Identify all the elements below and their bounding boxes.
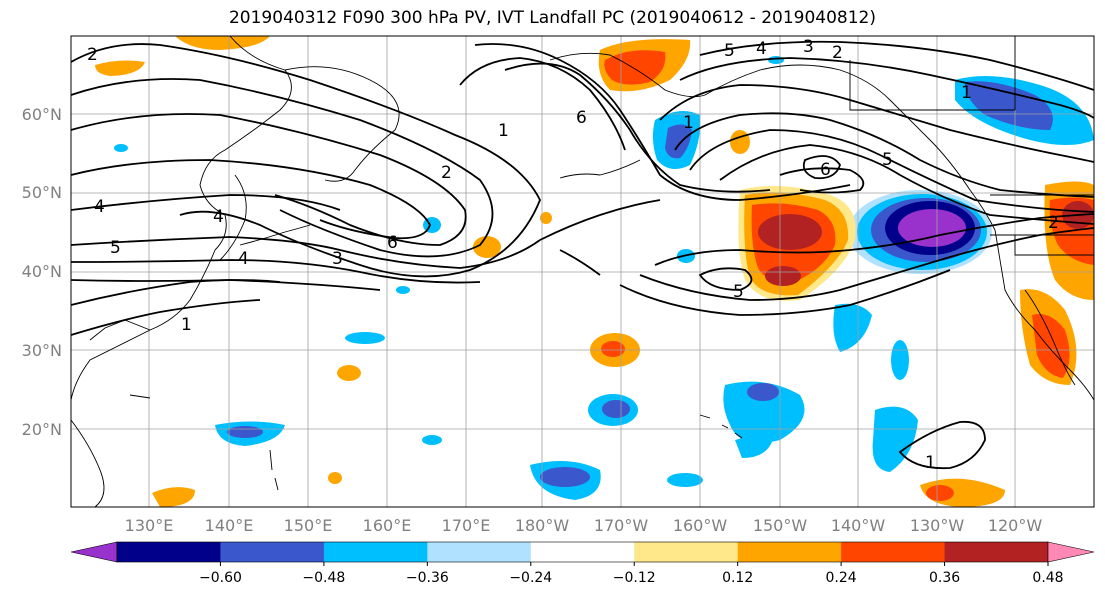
contour-label: 5 xyxy=(882,150,893,170)
colorbar-tick-label: 0.12 xyxy=(722,570,753,586)
contour-label: 3 xyxy=(803,37,814,57)
lon-label: 120°W xyxy=(988,516,1043,535)
lon-label: 160°W xyxy=(673,516,728,535)
lon-label: 130°E xyxy=(125,516,174,535)
lon-label: 140°E xyxy=(205,516,254,535)
colorbar-tick-label: −0.12 xyxy=(613,570,656,586)
lon-label: 170°W xyxy=(594,516,649,535)
negative-anomaly xyxy=(768,56,784,64)
pv-contours xyxy=(70,40,1095,470)
contour-label: 1 xyxy=(498,121,509,141)
contour-label: 1 xyxy=(683,113,694,133)
negative-anomaly xyxy=(227,426,263,438)
negative-anomaly xyxy=(422,435,442,445)
lon-label: 180°W xyxy=(515,516,570,535)
lat-label: 30°N xyxy=(22,341,62,360)
contour-label: 4 xyxy=(756,39,767,59)
colorbar-cell xyxy=(737,542,842,562)
lon-label: 170°E xyxy=(442,516,491,535)
contour-label: 4 xyxy=(238,249,249,269)
negative-anomaly xyxy=(833,303,872,352)
lon-label: 160°E xyxy=(363,516,412,535)
colorbar-cell xyxy=(220,542,325,562)
positive-anomaly xyxy=(730,130,750,154)
contour-label: 4 xyxy=(94,197,105,217)
colorbar-tick-label: −0.48 xyxy=(302,570,345,586)
negative-anomaly xyxy=(872,406,918,472)
negative-anomaly xyxy=(891,340,909,380)
figure-title: 2019040312 F090 300 hPa PV, IVT Landfall… xyxy=(228,8,876,28)
lon-label: 140°W xyxy=(831,516,886,535)
contour-label: 2 xyxy=(441,163,452,183)
lon-label: 130°W xyxy=(910,516,965,535)
colorbar-cell xyxy=(634,542,739,562)
colorbar-tick-label: −0.36 xyxy=(406,570,449,586)
contour-label: 3 xyxy=(332,249,343,269)
contour-label: 4 xyxy=(213,207,224,227)
positive-anomaly xyxy=(540,212,552,224)
lat-label: 40°N xyxy=(22,262,62,281)
negative-anomaly xyxy=(665,124,692,159)
positive-anomaly xyxy=(175,36,270,50)
positive-anomaly xyxy=(95,60,145,76)
contour-label: 1 xyxy=(181,315,192,335)
positive-anomaly xyxy=(926,485,954,501)
positive-anomaly xyxy=(601,341,625,357)
negative-anomaly xyxy=(965,81,1053,130)
colorbar-cell xyxy=(944,542,1049,562)
lat-label: 60°N xyxy=(22,105,62,124)
contour-label: 2 xyxy=(1048,213,1059,233)
negative-anomaly xyxy=(667,473,703,487)
lon-label: 150°W xyxy=(753,516,808,535)
lat-label: 50°N xyxy=(22,183,62,202)
negative-anomaly xyxy=(723,381,805,443)
lat-label: 20°N xyxy=(22,420,62,439)
colorbar: −0.60 −0.48 −0.36 −0.24 −0.12 0.12 0.24 0.36 0.4… xyxy=(70,541,1095,586)
negative-anomaly xyxy=(602,400,630,418)
positive-anomaly xyxy=(758,214,822,250)
negative-anomaly xyxy=(114,144,128,152)
negative-anomaly xyxy=(735,436,772,458)
positive-anomaly xyxy=(473,236,501,258)
colorbar-cell xyxy=(427,542,532,562)
negative-anomaly xyxy=(540,467,590,487)
contour-label: 5 xyxy=(724,41,735,61)
colorbar-extend-min xyxy=(70,541,118,563)
positive-anomaly xyxy=(152,487,195,507)
gridlines xyxy=(71,36,1094,507)
shaded-fields xyxy=(95,36,1094,507)
colorbar-cell xyxy=(841,542,946,562)
positive-anomaly xyxy=(1032,314,1070,378)
colorbar-tick-label: −0.24 xyxy=(509,570,552,586)
lon-label: 150°E xyxy=(284,516,333,535)
colorbar-cell xyxy=(117,542,221,562)
positive-anomaly xyxy=(765,266,801,286)
positive-anomaly xyxy=(604,50,666,85)
contour-label: 6 xyxy=(576,108,587,128)
colorbar-extend-max xyxy=(1047,541,1095,563)
contour-label: 2 xyxy=(832,43,843,63)
contour-label: 6 xyxy=(820,160,831,180)
colorbar-tick-label: 0.48 xyxy=(1032,570,1063,586)
negative-anomaly xyxy=(396,286,410,294)
colorbar-tick-label: 0.24 xyxy=(826,570,857,586)
negative-anomaly xyxy=(898,209,966,247)
negative-anomaly xyxy=(747,383,779,401)
contour-label: 1 xyxy=(961,83,972,103)
contour-label: 1 xyxy=(925,453,936,473)
colorbar-tick-label: −0.60 xyxy=(199,570,242,586)
map-frame xyxy=(70,35,1095,508)
contour-label: 2 xyxy=(87,45,98,65)
positive-anomaly xyxy=(328,472,342,484)
colorbar-tick-label: 0.36 xyxy=(929,570,960,586)
colorbar-cell xyxy=(323,542,428,562)
negative-anomaly xyxy=(345,332,385,344)
colorbar-cell xyxy=(530,542,635,562)
contour-label: 5 xyxy=(733,282,744,302)
contour-label: 5 xyxy=(110,238,121,258)
positive-anomaly xyxy=(337,365,361,381)
contour-label: 6 xyxy=(387,233,398,253)
